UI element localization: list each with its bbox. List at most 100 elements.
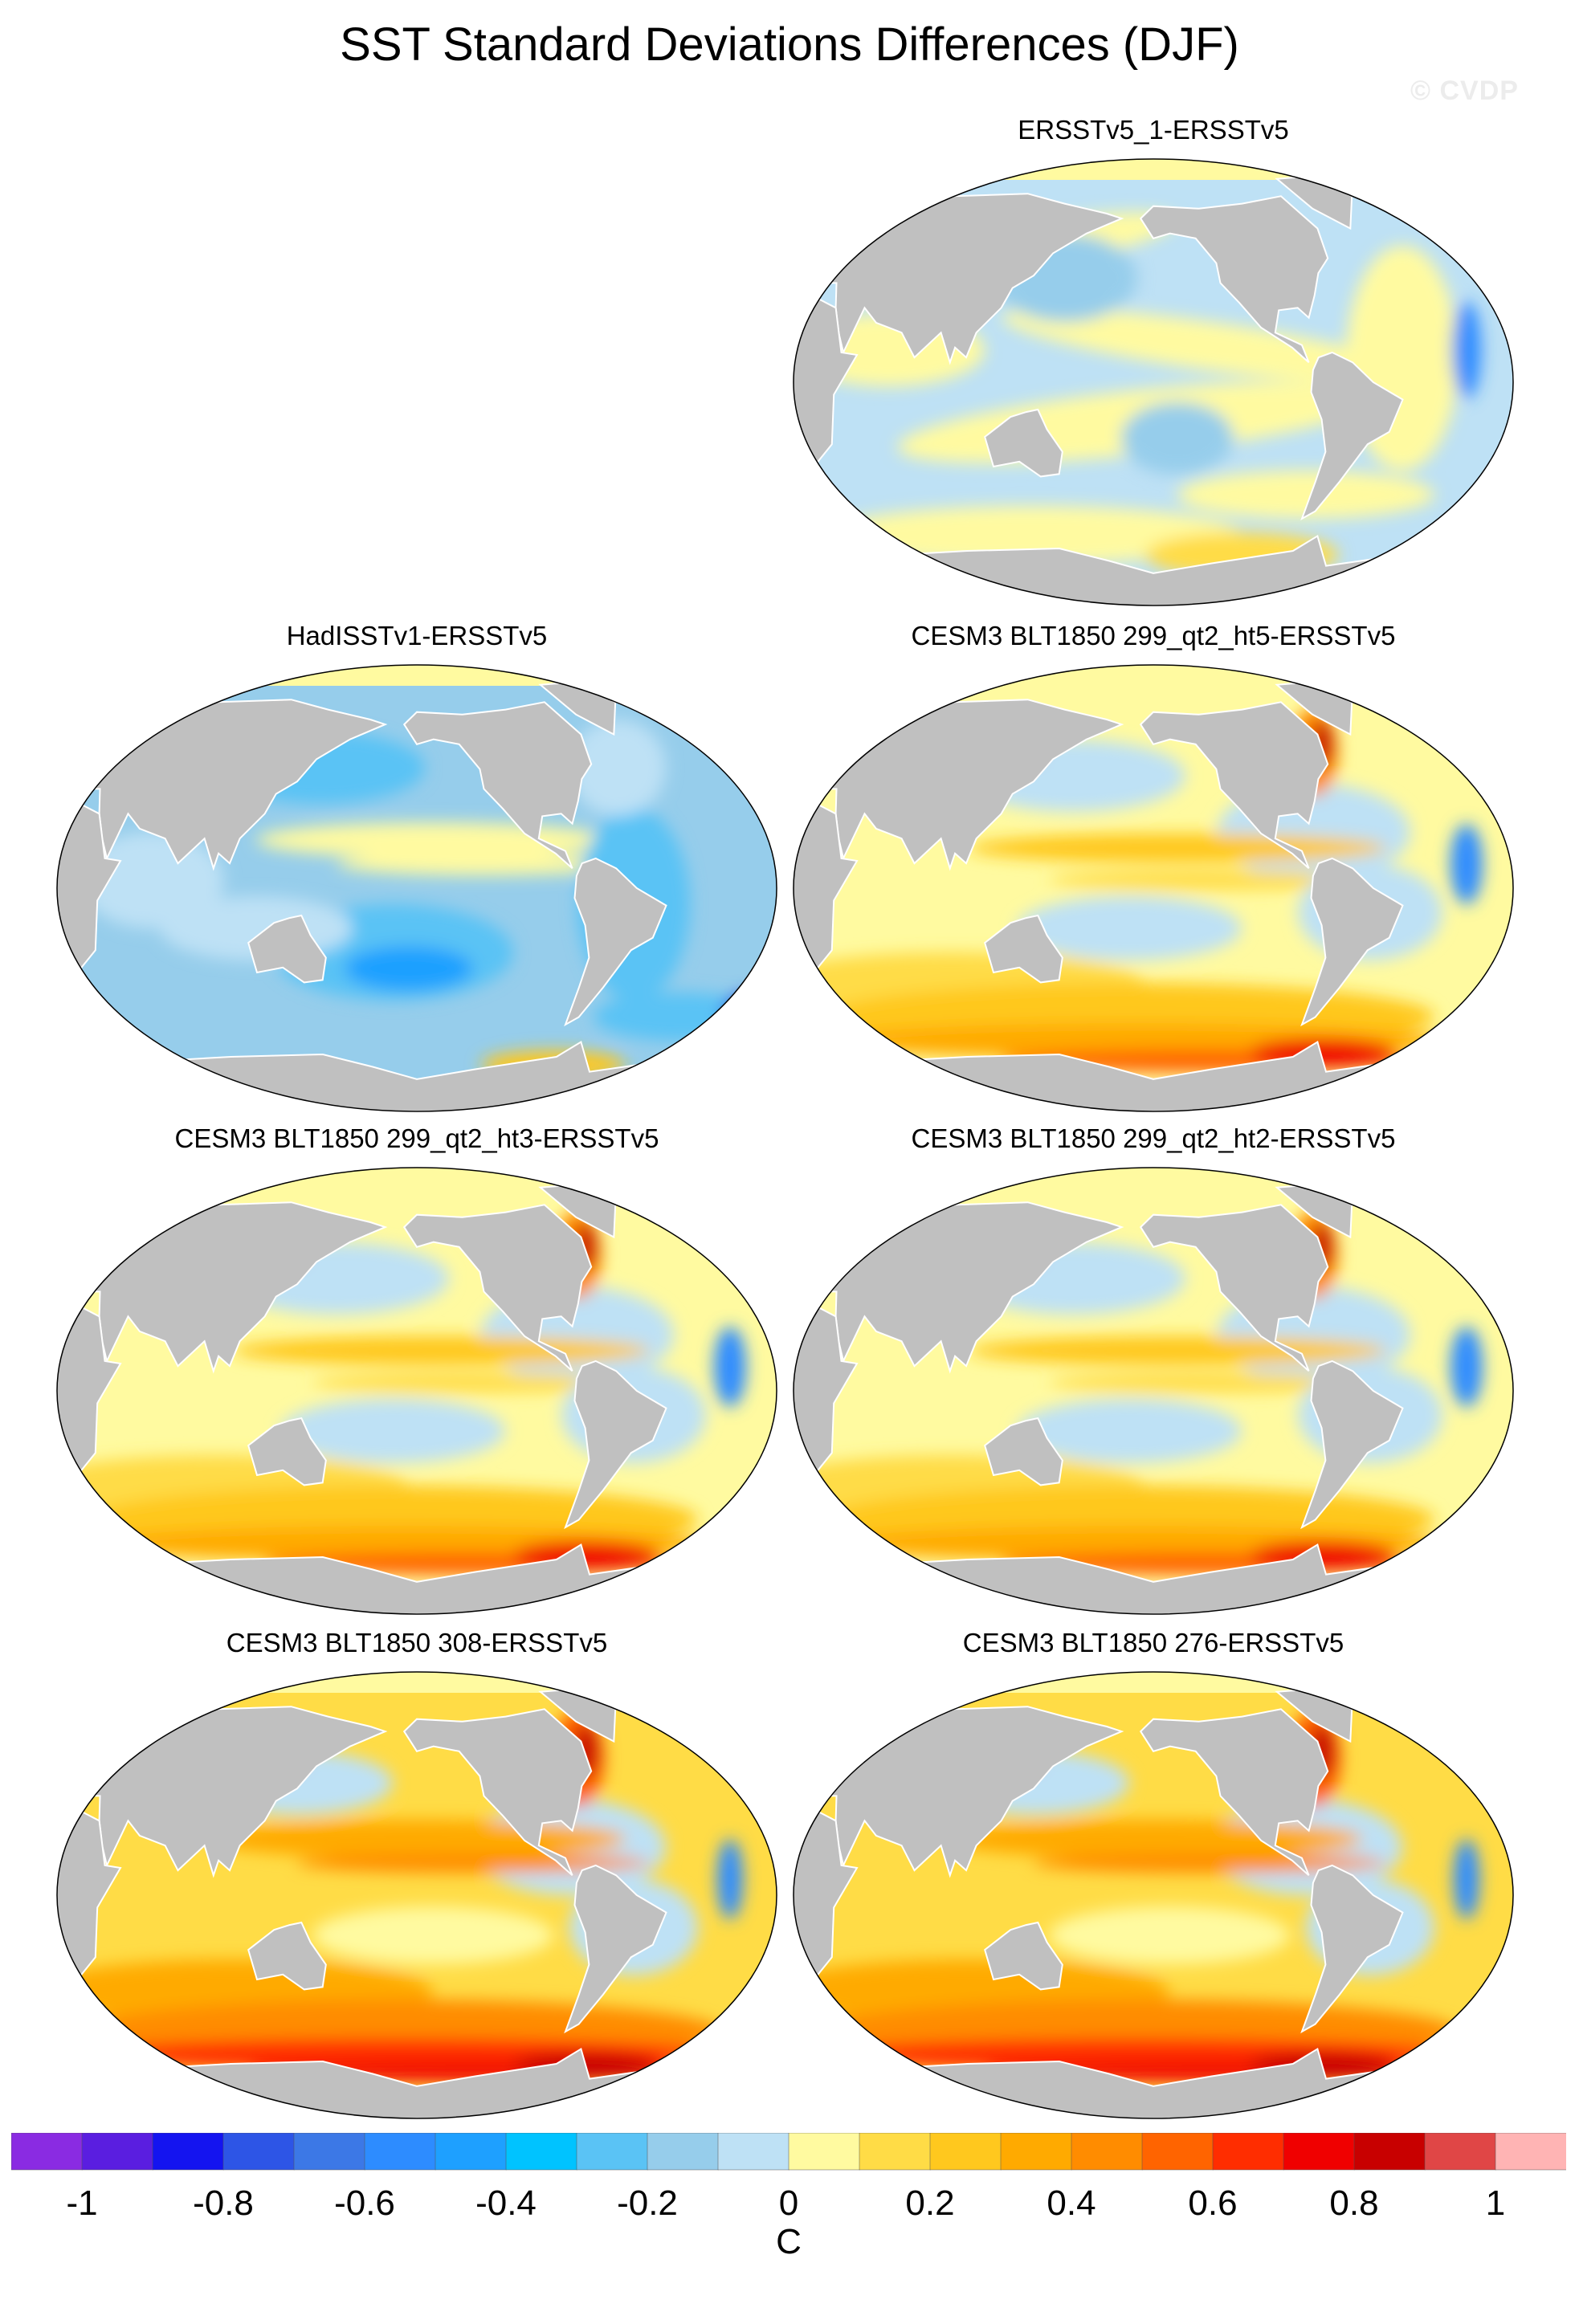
- land-australia: [984, 408, 1063, 478]
- colorbar-box: [1495, 2133, 1566, 2171]
- colorbar-box: [11, 2133, 83, 2171]
- anomaly-contour: [1450, 1327, 1483, 1407]
- anomaly-contour: [1177, 471, 1434, 519]
- sst-map: [56, 1671, 777, 2119]
- anomaly-contour: [594, 993, 770, 1041]
- panel-title: HadISSTv1-ERSSTv5: [286, 621, 548, 650]
- anomaly-contour: [717, 1839, 743, 1919]
- land-australia: [984, 914, 1063, 984]
- land-samerica: [1300, 1360, 1404, 1530]
- colorbar-unit-label: C: [776, 2222, 802, 2261]
- anomaly-contour: [969, 834, 1386, 862]
- anomaly-contour: [1450, 824, 1483, 904]
- colorbar-box: [788, 2133, 860, 2171]
- sst-map: [793, 664, 1514, 1112]
- anomaly-contour: [1049, 1906, 1290, 1964]
- map-border: [56, 664, 777, 1112]
- map-panel: CESM3 BLT1850 299_qt2_ht5-ERSSTv5: [784, 620, 1523, 1134]
- land-samerica: [1300, 857, 1404, 1027]
- land-africa: [57, 800, 122, 976]
- arctic-band: [57, 1672, 777, 1693]
- colorbar-tick-label: -0.8: [193, 2183, 254, 2223]
- land-samerica: [1300, 351, 1404, 521]
- colorbar-tick-label: 0: [779, 2183, 798, 2223]
- arctic-band: [57, 1168, 777, 1189]
- anomaly-contour: [312, 1906, 553, 1964]
- anomaly-contour: [1049, 1373, 1370, 1392]
- map-border: [793, 664, 1514, 1112]
- arctic-band: [794, 665, 1513, 686]
- colorbar-box: [435, 2133, 507, 2171]
- land-australia: [984, 1921, 1063, 1991]
- arctic-band: [794, 1672, 1513, 1693]
- map-border: [56, 1167, 777, 1615]
- land-australia: [247, 914, 327, 984]
- anomaly-contour: [714, 1327, 746, 1407]
- map-panel: CESM3 BLT1850 308-ERSSTv5: [47, 1627, 786, 2141]
- sst-map: [56, 1167, 777, 1615]
- colorbar-tick-label: -0.4: [475, 2183, 537, 2223]
- land-africa: [794, 1303, 859, 1479]
- sst-map: [793, 1671, 1514, 2119]
- map-border: [56, 1671, 777, 2119]
- map-panel: CESM3 BLT1850 299_qt2_ht3-ERSSTv5: [47, 1123, 786, 1637]
- map-border: [793, 1671, 1514, 2119]
- panel-title: CESM3 BLT1850 299_qt2_ht2-ERSSTv5: [911, 1123, 1396, 1153]
- colorbar-box: [1353, 2133, 1426, 2171]
- land-samerica: [564, 1360, 667, 1530]
- anomaly-contour: [80, 832, 224, 928]
- colorbar-box: [293, 2133, 365, 2171]
- colorbar-box: [929, 2133, 1002, 2171]
- map-panel: ERSSTv5_1-ERSSTv5: [784, 114, 1523, 628]
- land-australia: [247, 1921, 327, 1991]
- anomaly-contour: [824, 506, 1242, 564]
- land-samerica: [1300, 1864, 1404, 2034]
- land-namerica: [402, 701, 593, 870]
- arctic-band: [794, 159, 1513, 180]
- land-africa: [794, 294, 859, 471]
- colorbar-box: [717, 2133, 790, 2171]
- colorbar: -1 -0.8 -0.6 -0.4 -0.2 0 0.2 0.4 0.6 0.8 1 C: [11, 2133, 1566, 2261]
- colorbar-box: [1283, 2133, 1355, 2171]
- colorbar-tick-label: -0.6: [334, 2183, 395, 2223]
- sst-map: [56, 664, 777, 1112]
- colorbar-tick-label: -0.2: [617, 2183, 678, 2223]
- anomaly-contour: [569, 720, 666, 816]
- cvdp-watermark: © CVDP: [1410, 75, 1519, 106]
- anomaly-contour: [969, 1336, 1386, 1365]
- colorbar-box: [1141, 2133, 1214, 2171]
- panel-title: CESM3 BLT1850 299_qt2_ht5-ERSSTv5: [911, 621, 1396, 650]
- map-border: [793, 1167, 1514, 1615]
- land-africa: [794, 800, 859, 976]
- colorbar-tick-label: -1: [66, 2183, 97, 2223]
- land-namerica: [402, 1708, 593, 1877]
- anomaly-contour: [337, 853, 626, 875]
- panel-title: CESM3 BLT1850 308-ERSSTv5: [226, 1628, 608, 1657]
- anomaly-contour: [208, 1820, 626, 1858]
- anomaly-contour: [945, 1820, 1362, 1858]
- colorbar-box: [364, 2133, 436, 2171]
- map-panel: CESM3 BLT1850 276-ERSSTv5: [784, 1627, 1523, 2141]
- colorbar-box: [222, 2133, 295, 2171]
- land-samerica: [564, 1864, 667, 2034]
- anomaly-contour: [1121, 402, 1234, 475]
- map-panel: HadISSTv1-ERSSTv5: [47, 620, 786, 1134]
- anomaly-contour: [280, 1399, 505, 1463]
- anomaly-contour: [345, 946, 473, 991]
- land-namerica: [1139, 701, 1329, 870]
- anomaly-contour: [1452, 302, 1481, 398]
- colorbar-box: [81, 2133, 153, 2171]
- land-namerica: [402, 1204, 593, 1372]
- land-australia: [247, 1417, 327, 1486]
- colorbar-box: [576, 2133, 648, 2171]
- arctic-band: [57, 665, 777, 686]
- anomaly-contour: [1002, 308, 1417, 384]
- colorbar-box: [647, 2133, 719, 2171]
- map-panel: CESM3 BLT1850 299_qt2_ht2-ERSSTv5: [784, 1123, 1523, 1637]
- colorbar-box: [1000, 2133, 1072, 2171]
- sst-map: [793, 1167, 1514, 1615]
- land-namerica: [1139, 1204, 1329, 1372]
- colorbar-tick-label: 0.6: [1188, 2183, 1237, 2223]
- colorbar-tick-label: 1: [1486, 2183, 1505, 2223]
- land-australia: [984, 1417, 1063, 1486]
